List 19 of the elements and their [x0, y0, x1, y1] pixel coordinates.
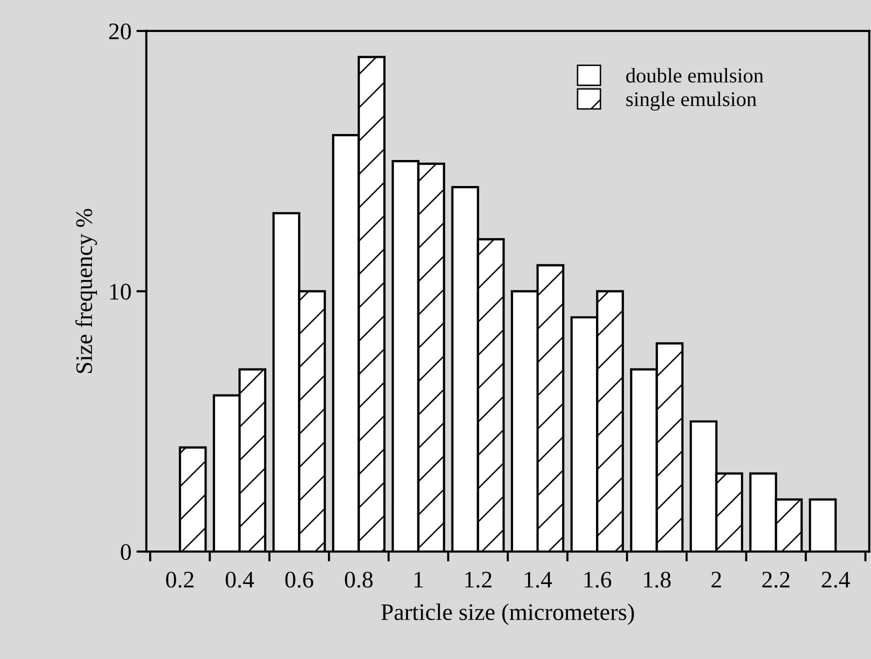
x-tick-label: 0.6 [285, 572, 314, 588]
y-tick-label: 20 [109, 23, 131, 40]
legend-label: double emulsion [626, 68, 764, 83]
x-tick-label: 1.6 [584, 572, 612, 588]
x-tick-label: 2.2 [762, 572, 790, 588]
y-axis-title: Size frequency % [75, 208, 98, 373]
x-tick-label: 0.4 [226, 572, 254, 588]
x-axis-title: Particle size (micrometers) [381, 604, 634, 625]
x-tick-label: 1 [414, 572, 423, 588]
y-tick-label: 10 [110, 284, 131, 300]
x-tick-label: 1.8 [644, 572, 671, 588]
x-tick-label: 1.2 [465, 572, 492, 588]
x-tick-label: 1.4 [524, 572, 552, 588]
x-tick-label: 2 [712, 572, 722, 588]
y-tick-label: 0 [120, 544, 131, 560]
x-tick-label: 0.2 [166, 572, 194, 588]
legend-label: single emulsion [626, 92, 756, 111]
x-tick-label: 2.4 [822, 572, 850, 588]
x-tick-label: 0.8 [344, 572, 373, 588]
